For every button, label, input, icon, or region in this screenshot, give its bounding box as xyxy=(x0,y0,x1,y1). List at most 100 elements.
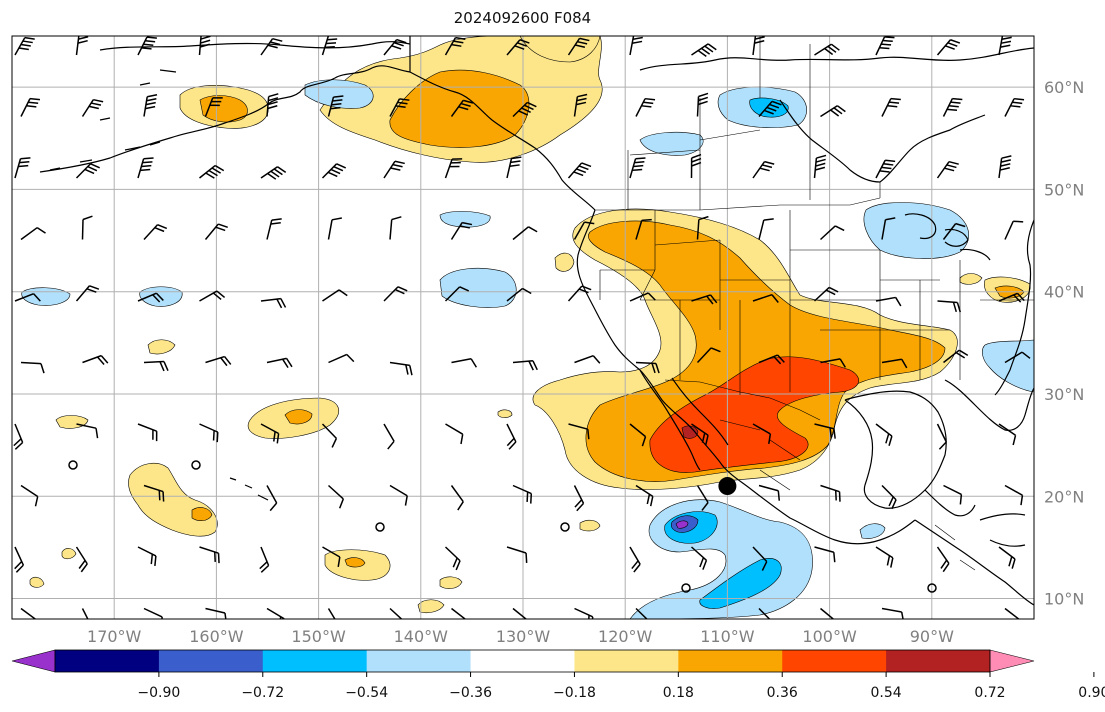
contour-positive-subtrop-1-inner xyxy=(344,557,366,568)
contour-positive-small-f xyxy=(29,576,45,588)
colorbar-tick-label: −0.90 xyxy=(137,685,180,701)
wind-barb xyxy=(573,93,588,117)
wind-barb xyxy=(875,36,895,56)
longitude-tick-label: 120°W xyxy=(598,627,653,646)
wind-barb xyxy=(389,361,413,376)
wind-barb xyxy=(75,546,88,573)
contour-positive-small-g xyxy=(439,576,463,589)
wind-barb xyxy=(820,484,841,502)
wind-barb xyxy=(327,217,342,240)
border-us-states xyxy=(599,210,1034,395)
wind-barb xyxy=(752,36,765,56)
wind-barb xyxy=(567,162,592,179)
contour-negative-bc xyxy=(639,131,704,156)
wind-barb xyxy=(752,160,775,179)
contour-positive-small-h xyxy=(497,409,513,418)
wind-barb xyxy=(20,484,39,507)
colorbar-tick-label: 0.18 xyxy=(663,685,694,701)
calm-marker xyxy=(681,583,691,593)
wind-barb xyxy=(574,354,601,364)
wind-barb xyxy=(444,36,466,56)
map-gridlines xyxy=(12,36,1034,619)
latitude-tick-label: 30°N xyxy=(1044,385,1084,404)
wind-barb xyxy=(568,423,590,440)
wind-barb xyxy=(875,546,894,568)
wind-barb xyxy=(691,423,709,446)
calm-marker xyxy=(68,460,78,470)
coast-florida xyxy=(944,379,1034,431)
wind-barb xyxy=(573,221,595,240)
wind-barb xyxy=(1004,220,1024,240)
wind-barb xyxy=(998,155,1012,179)
contour-negative-140w-40n xyxy=(439,267,517,308)
wind-barb xyxy=(389,607,403,619)
wind-barb xyxy=(629,36,643,56)
coast-alaska-north xyxy=(99,41,411,51)
longitude-tick-label: 160°W xyxy=(189,627,244,646)
wind-barb xyxy=(758,484,781,501)
wind-barb xyxy=(266,93,279,117)
calm-marker xyxy=(927,583,937,593)
wind-barb xyxy=(321,163,347,179)
latitude-tick-label: 60°N xyxy=(1044,78,1084,97)
wind-barb xyxy=(451,357,478,368)
wind-barb xyxy=(143,94,158,117)
colorbar-tick-label: 0.36 xyxy=(767,685,798,701)
wind-barb xyxy=(75,36,89,56)
coast-central-america xyxy=(914,519,1034,606)
colorbar-tick-labels: −0.90 −0.72 −0.54 −0.36 −0.18 0.18 0.36 0.54 0.7… xyxy=(137,672,1105,701)
colorbar-tick-label: −0.54 xyxy=(345,685,388,701)
wind-barb xyxy=(506,423,517,450)
contour-positive-hawaii-inner xyxy=(191,507,213,521)
wind-barb xyxy=(512,226,538,241)
wind-barb xyxy=(506,287,532,302)
wind-barb xyxy=(881,217,896,240)
wind-barb xyxy=(875,159,896,179)
latitude-tick-label: 40°N xyxy=(1044,283,1084,302)
wind-barb xyxy=(81,215,93,240)
wind-barb xyxy=(327,484,345,509)
wind-barb xyxy=(814,43,840,56)
wind-barb xyxy=(813,286,839,302)
wind-barb xyxy=(752,294,779,303)
wind-barb xyxy=(758,354,785,365)
calm-marker xyxy=(560,522,570,532)
wind-barb xyxy=(204,97,223,117)
contour-positive-small-d xyxy=(579,519,601,532)
wind-barb xyxy=(943,349,969,364)
wind-barb xyxy=(875,296,902,307)
latitude-tick-label: 50°N xyxy=(1044,180,1084,199)
wind-barb xyxy=(20,227,46,241)
border-canada-provinces xyxy=(627,36,811,210)
map-title: 2024092600 F084 xyxy=(453,9,592,27)
colorbar-tick-label: −0.18 xyxy=(553,685,596,701)
wind-barb xyxy=(322,546,341,567)
wind-barb xyxy=(14,157,31,179)
border-central-america xyxy=(934,524,976,571)
wind-barb xyxy=(327,95,344,117)
wind-barb xyxy=(20,607,37,619)
wind-barb xyxy=(137,546,157,566)
colorbar-segment xyxy=(158,650,264,672)
contour-positive-mexico-darkred xyxy=(681,425,699,439)
longitude-tick-label: 170°W xyxy=(87,627,142,646)
wind-barb xyxy=(696,347,721,364)
wind-barb xyxy=(937,300,961,313)
wind-barb xyxy=(814,423,836,439)
wind-barb xyxy=(942,97,963,117)
wind-barb xyxy=(199,423,219,443)
wind-barb xyxy=(75,285,100,302)
wind-barb xyxy=(936,160,959,179)
contour-positive-mexico-red xyxy=(649,356,859,473)
wind-barb xyxy=(567,37,590,56)
wind-barb xyxy=(322,289,348,302)
colorbar-frame xyxy=(54,649,991,673)
colorbar-extend-high xyxy=(989,649,1035,673)
longitude-tick-label: 150°W xyxy=(291,627,346,646)
great-lakes xyxy=(904,213,991,261)
wind-barb xyxy=(266,218,282,240)
wind-barb xyxy=(321,423,338,448)
contour-negative-tropical-center xyxy=(675,520,689,529)
wind-barb xyxy=(444,158,463,179)
wind-barb xyxy=(881,607,904,619)
